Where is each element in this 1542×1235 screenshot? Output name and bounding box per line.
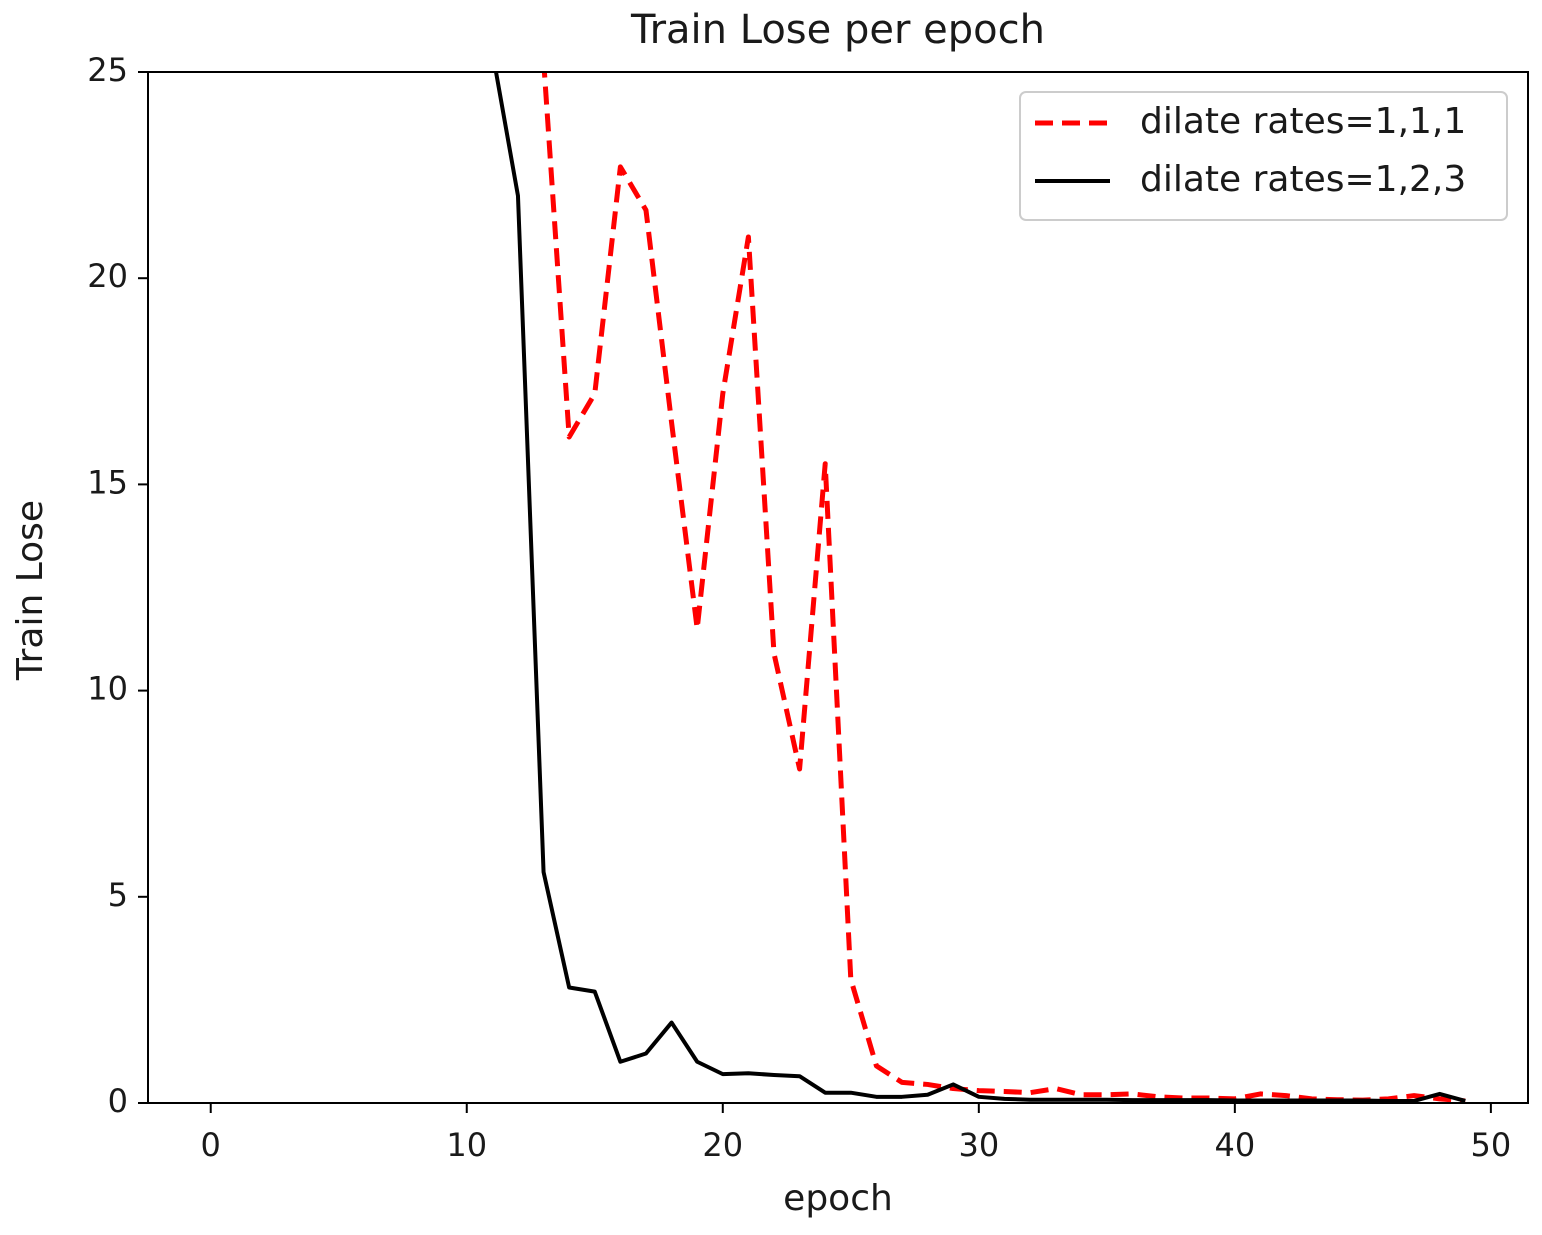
y-tick-label: 25 <box>87 51 128 89</box>
y-tick-label: 10 <box>87 670 128 708</box>
x-tick-label: 10 <box>446 1126 487 1164</box>
x-tick-label: 40 <box>1214 1126 1255 1164</box>
chart-title: Train Lose per epoch <box>630 7 1045 53</box>
y-axis-label: Train Lose <box>10 500 51 681</box>
x-tick-label: 20 <box>702 1126 743 1164</box>
data-line <box>493 72 1466 1103</box>
legend-label: dilate rates=1,2,3 <box>1140 159 1466 200</box>
y-tick-label: 5 <box>108 876 128 914</box>
x-tick-label: 30 <box>958 1126 999 1164</box>
legend-label: dilate rates=1,1,1 <box>1140 101 1466 142</box>
legend-box <box>1019 91 1508 221</box>
x-tick-label: 0 <box>201 1126 221 1164</box>
y-tick-label: 15 <box>87 463 128 501</box>
x-tick-label: 50 <box>1471 1126 1512 1164</box>
plot-area <box>493 72 1466 1103</box>
axes-frame <box>147 71 1529 1104</box>
y-tick-label: 20 <box>87 257 128 295</box>
y-tick-label: 0 <box>108 1082 128 1120</box>
x-axis-label: epoch <box>783 1178 893 1219</box>
